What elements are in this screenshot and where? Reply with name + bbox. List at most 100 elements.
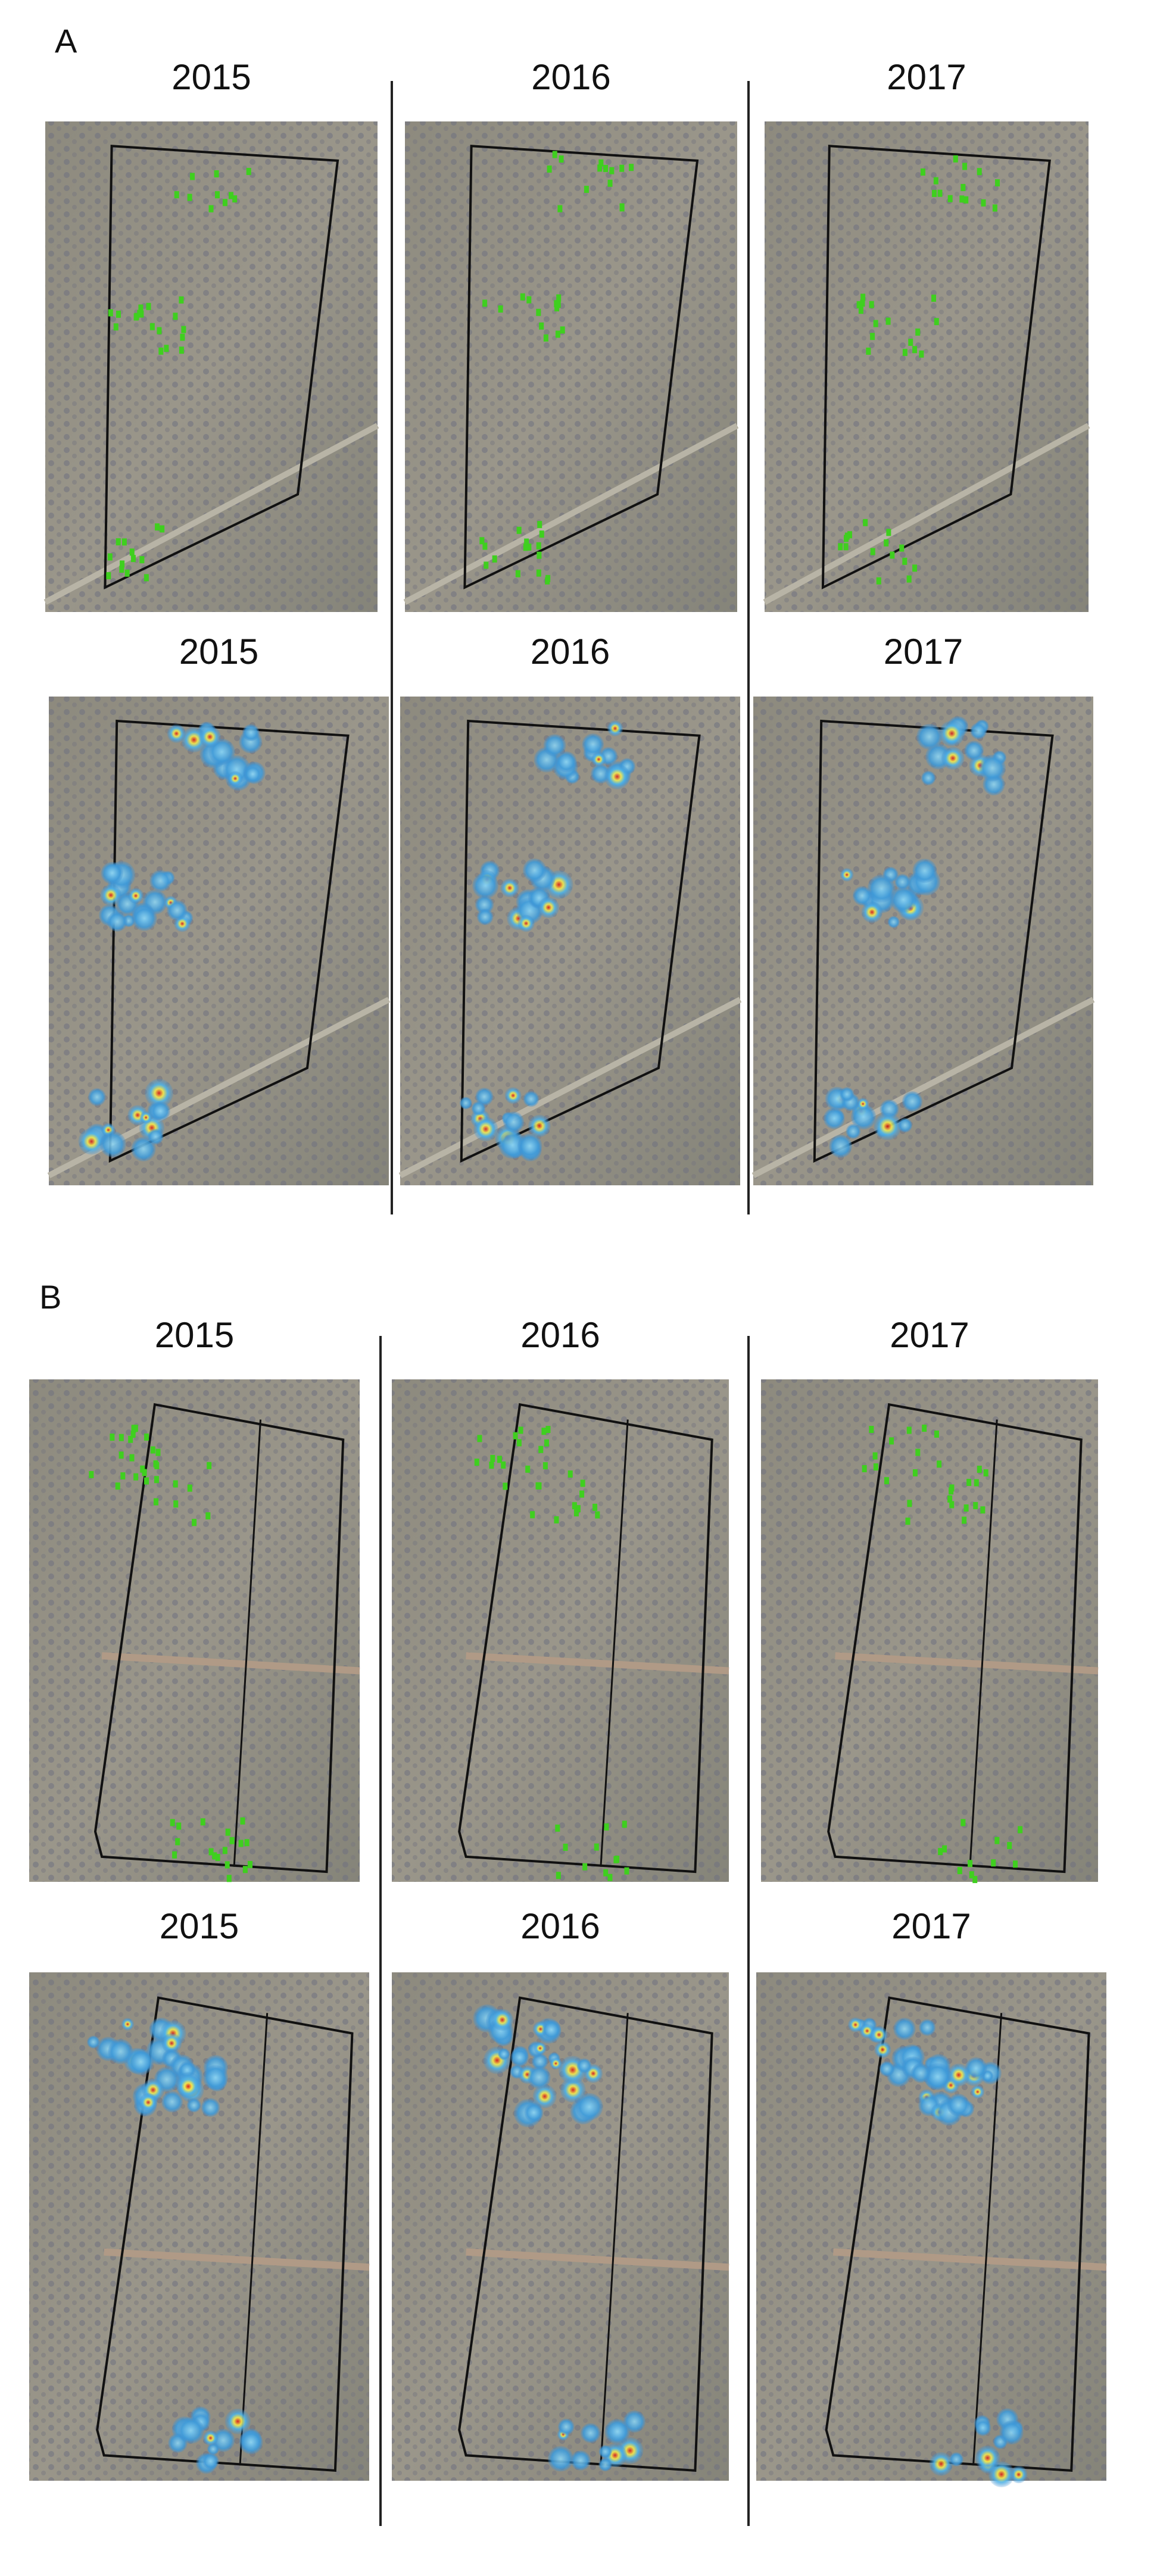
detection bbox=[89, 1470, 94, 1478]
track bbox=[101, 1652, 360, 1675]
hotspot bbox=[912, 858, 937, 883]
detection bbox=[942, 1845, 947, 1853]
hotspot bbox=[887, 916, 900, 928]
detection bbox=[1007, 1842, 1012, 1850]
detection bbox=[124, 569, 130, 577]
hotspot bbox=[921, 770, 936, 786]
detection bbox=[1013, 1860, 1018, 1868]
hotspot bbox=[147, 1128, 164, 1145]
detection bbox=[526, 543, 532, 551]
detection bbox=[212, 1852, 217, 1860]
year-label: 2015 bbox=[171, 57, 251, 97]
hotspot bbox=[924, 2063, 952, 2091]
detection bbox=[139, 556, 145, 564]
road bbox=[398, 997, 742, 1179]
year-label: 2017 bbox=[890, 1315, 969, 1355]
detection bbox=[995, 179, 1000, 187]
hotspot bbox=[941, 747, 965, 770]
hotspot bbox=[500, 878, 519, 898]
detection bbox=[133, 1473, 139, 1481]
detection bbox=[179, 346, 184, 354]
field-outline bbox=[93, 1403, 345, 1874]
detection bbox=[225, 1828, 230, 1836]
detection bbox=[526, 296, 532, 304]
hotspot bbox=[78, 1128, 105, 1155]
hotspot bbox=[547, 2446, 573, 2472]
detection bbox=[912, 564, 918, 572]
detection bbox=[138, 304, 144, 312]
hotspot bbox=[874, 1112, 902, 1141]
detection bbox=[977, 168, 982, 176]
detection bbox=[573, 1509, 579, 1517]
hotspot bbox=[607, 720, 623, 736]
orchard bbox=[45, 121, 378, 612]
hotspot bbox=[604, 2419, 630, 2444]
hotspot bbox=[857, 1098, 869, 1110]
year-label: 2015 bbox=[160, 1906, 239, 1946]
hotspot bbox=[840, 1087, 855, 1102]
hotspot bbox=[890, 886, 917, 913]
detection bbox=[498, 305, 503, 313]
hotspot bbox=[538, 897, 560, 919]
orchard bbox=[756, 1972, 1106, 2481]
detection bbox=[541, 1428, 547, 1435]
detection bbox=[963, 196, 969, 204]
detection bbox=[489, 1462, 494, 1469]
hotspot bbox=[970, 722, 987, 739]
hotspot bbox=[852, 886, 872, 905]
detection bbox=[624, 1867, 629, 1875]
hotspot bbox=[893, 2018, 916, 2040]
hotspot bbox=[167, 724, 186, 743]
hotspot bbox=[861, 901, 883, 923]
detection bbox=[972, 1876, 978, 1884]
hotspot bbox=[503, 1111, 525, 1133]
detection bbox=[856, 301, 862, 308]
hotspot bbox=[867, 875, 896, 903]
detection bbox=[518, 1426, 523, 1434]
detection bbox=[884, 1477, 889, 1485]
aerial-image bbox=[392, 1379, 729, 1882]
aerial-image bbox=[751, 697, 1095, 1185]
track bbox=[466, 2248, 729, 2271]
hotspot bbox=[472, 872, 499, 899]
hotspot bbox=[244, 765, 262, 783]
detection bbox=[181, 326, 186, 333]
detection bbox=[556, 301, 561, 308]
detection bbox=[224, 1861, 230, 1869]
detection bbox=[142, 1469, 147, 1476]
hotspot bbox=[475, 1088, 494, 1106]
detection bbox=[137, 310, 142, 317]
hotspot bbox=[916, 723, 943, 750]
hotspot bbox=[161, 2091, 183, 2113]
detection bbox=[544, 1439, 549, 1447]
detection bbox=[949, 1501, 955, 1509]
detection bbox=[858, 307, 863, 314]
detection bbox=[106, 572, 111, 580]
hotspot bbox=[517, 914, 535, 932]
detection bbox=[192, 1519, 197, 1526]
detection bbox=[176, 1822, 182, 1830]
detection bbox=[244, 1839, 250, 1847]
hotspot bbox=[523, 1091, 539, 1107]
orchard bbox=[761, 1379, 1098, 1882]
detection bbox=[482, 542, 488, 550]
hotspot bbox=[101, 861, 124, 885]
detection bbox=[969, 1871, 974, 1879]
detection bbox=[960, 1819, 966, 1826]
detection bbox=[144, 574, 149, 582]
hotspot bbox=[874, 2041, 891, 2058]
detection bbox=[545, 577, 550, 585]
hotspot bbox=[522, 858, 547, 882]
detection bbox=[160, 525, 165, 533]
year-label: 2017 bbox=[891, 1906, 971, 1946]
detection bbox=[240, 1817, 245, 1825]
hotspot bbox=[897, 1117, 913, 1133]
detection bbox=[977, 1465, 982, 1473]
detection bbox=[154, 1498, 159, 1506]
detection bbox=[922, 1424, 927, 1432]
detection bbox=[229, 192, 234, 199]
detection bbox=[886, 529, 891, 536]
detection bbox=[484, 561, 489, 569]
